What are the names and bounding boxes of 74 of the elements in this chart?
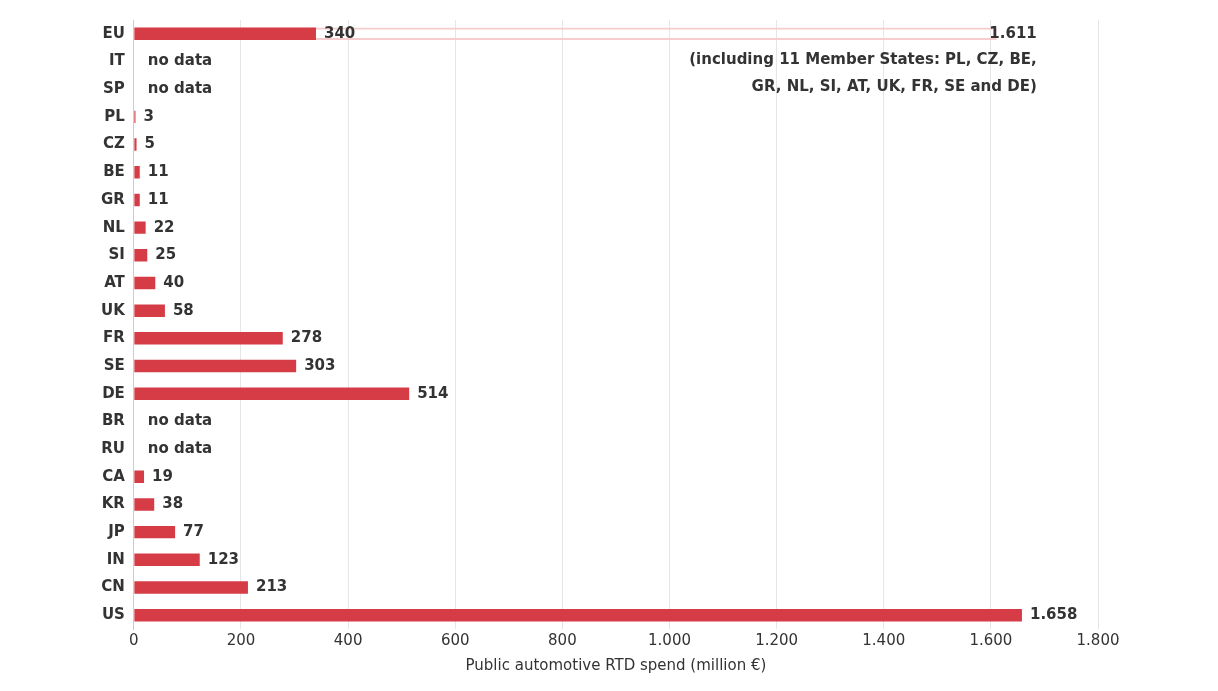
y-tick-label: EU	[102, 23, 125, 42]
text: no data	[147, 411, 213, 430]
y-tick-label: IN	[106, 549, 125, 568]
bar	[134, 27, 316, 41]
data-label: 58	[172, 300, 194, 319]
x-axis-title: Public automotive RTD spend (million €)	[465, 655, 767, 674]
bar	[134, 470, 145, 483]
data-label: 1.611	[989, 23, 1037, 42]
data-label: 38	[162, 494, 184, 513]
data-label: 22	[153, 217, 175, 236]
data-label: 77	[183, 522, 204, 540]
y-tick-label: NL	[102, 217, 126, 236]
y-tick-label: SI	[108, 245, 125, 264]
x-tick-label: 400	[333, 630, 363, 649]
data-label: 1.658	[1029, 605, 1078, 624]
data-label: 303	[304, 355, 336, 374]
y-tick-label: SP	[103, 79, 125, 98]
bar	[134, 553, 200, 567]
x-tick-label: 1.400	[862, 630, 906, 649]
x-tick-label: 200	[226, 630, 256, 649]
x-tick-label: 1.800	[1076, 630, 1120, 649]
bar	[134, 608, 1022, 622]
data-label: 514	[417, 383, 449, 402]
data-label: 19	[152, 466, 173, 485]
text: no data	[147, 51, 213, 70]
y-tick-label: IT	[109, 51, 126, 70]
data-label: 11	[147, 162, 169, 181]
data-label: 40	[163, 272, 185, 291]
y-tick-label: CZ	[102, 134, 125, 153]
y-tick-label: PL	[104, 106, 126, 125]
text: no data	[147, 438, 213, 457]
data-label: 3	[143, 106, 154, 125]
y-tick-label: GR	[100, 189, 126, 208]
text: no data	[147, 79, 213, 98]
y-tick-label: CA	[102, 466, 126, 485]
bar	[134, 249, 148, 262]
annotation: (including 11 Member States: PL, CZ, BE, GR, NL, SI, AT, UK, FR, SE and DE)	[689, 49, 1037, 95]
y-tick-label: FR	[103, 328, 126, 347]
y-tick-label: RU	[101, 438, 125, 457]
y-tick-label: JP	[107, 522, 125, 540]
bar	[134, 332, 283, 345]
data-label: 123	[207, 549, 240, 568]
bar	[134, 166, 140, 179]
x-tick-label: 600	[440, 630, 470, 649]
bar	[134, 387, 410, 400]
x-tick-label: 1.200	[755, 630, 799, 649]
data-label: 5	[144, 134, 155, 153]
bar	[134, 193, 140, 207]
y-tick-label: CN	[101, 577, 125, 596]
bar	[134, 221, 146, 234]
y-tick-label: US	[101, 605, 125, 624]
bar	[134, 581, 248, 594]
bar	[134, 276, 156, 290]
data-label: 340	[323, 23, 356, 42]
bar	[134, 138, 137, 151]
y-tick-label: BE	[103, 162, 125, 181]
data-label: 25	[155, 245, 177, 264]
x-tick-label: 1.600	[969, 630, 1013, 649]
data-label: 11	[147, 189, 169, 208]
y-tick-label: KR	[101, 494, 126, 513]
bar	[134, 359, 297, 373]
data-label: 213	[255, 577, 288, 596]
x-tick-label: 800	[548, 630, 577, 649]
y-tick-label: BR	[101, 411, 126, 430]
x-tick-label: 1.000	[648, 630, 691, 649]
y-tick-label: DE	[102, 383, 125, 402]
x-tick-label: 0	[129, 630, 139, 649]
y-tick-label: AT	[104, 272, 126, 291]
y-tick-label: UK	[101, 300, 127, 319]
bar	[134, 304, 165, 317]
bar	[134, 525, 176, 539]
data-label: 278	[290, 328, 323, 347]
y-tick-label: SE	[103, 355, 125, 374]
bar	[134, 498, 155, 511]
